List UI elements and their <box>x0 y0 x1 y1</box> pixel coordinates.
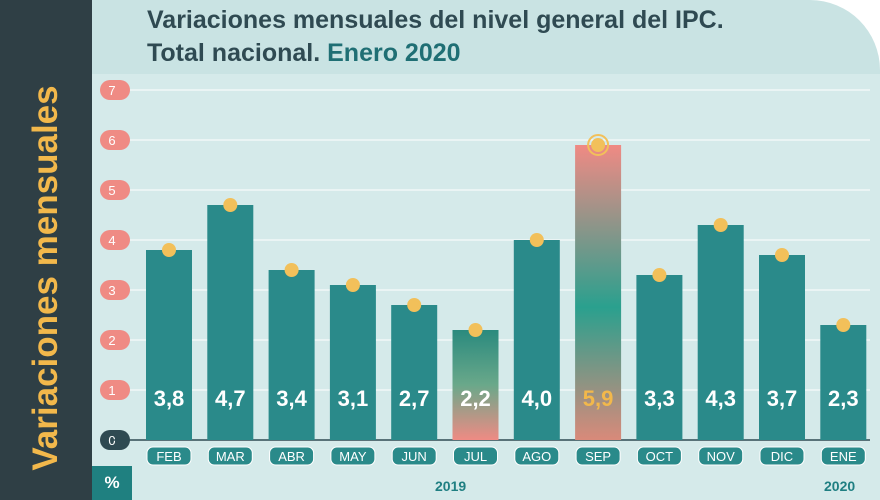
bar-mar <box>207 205 254 440</box>
marker-dot-may <box>345 278 360 292</box>
y-tick-badge-5 <box>100 180 130 200</box>
category-pill-sep <box>575 446 621 466</box>
category-pill-nov <box>698 446 744 466</box>
category-pill-mar <box>207 446 253 466</box>
marker-ring-sep <box>587 134 610 156</box>
value-label-sep: 5,9 <box>583 386 614 411</box>
category-label-sep: SEP <box>585 449 611 464</box>
value-label-nov: 4,3 <box>705 386 736 411</box>
marker-dot-ene <box>836 318 851 332</box>
category-pill-jun <box>391 446 437 466</box>
category-pill-may <box>330 446 376 466</box>
y-tick-label-7: 7 <box>108 83 115 98</box>
title-band <box>92 0 880 74</box>
y-tick-badge-2 <box>100 330 130 350</box>
bar-ago <box>513 240 560 440</box>
bar-sep <box>575 145 622 440</box>
category-label-abr: ABR <box>278 449 305 464</box>
marker-dot-jul <box>468 323 483 337</box>
y-tick-label-2: 2 <box>108 333 115 348</box>
category-pill-ene <box>820 446 866 466</box>
y-tick-label-5: 5 <box>108 183 115 198</box>
marker-dot-sep <box>591 138 606 152</box>
category-label-mar: MAR <box>216 449 245 464</box>
y-tick-label-3: 3 <box>108 283 115 298</box>
value-label-abr: 3,4 <box>276 386 307 411</box>
y-tick-badge-3 <box>100 280 130 300</box>
category-label-nov: NOV <box>707 449 736 464</box>
chart-title: Variaciones mensuales del nivel general … <box>147 4 724 70</box>
year-label-2019: 2019 <box>435 478 467 494</box>
title-line-1: Variaciones mensuales del nivel general … <box>147 6 724 34</box>
category-pill-oct <box>636 446 682 466</box>
marker-dot-ago <box>529 233 544 247</box>
value-label-dic: 3,7 <box>767 386 798 411</box>
category-pill-abr <box>269 446 315 466</box>
marker-dot-jun <box>407 298 422 312</box>
category-pill-jul <box>453 446 498 466</box>
bar-jul <box>452 330 499 440</box>
value-label-jun: 2,7 <box>399 386 430 411</box>
title-line-2-prefix: Total nacional. <box>147 39 321 67</box>
category-label-feb: FEB <box>156 449 181 464</box>
bar-nov <box>697 225 744 440</box>
category-label-dic: DIC <box>771 449 793 464</box>
category-pill-feb <box>146 446 192 466</box>
bar-ene <box>820 325 867 440</box>
bar-jun <box>391 305 438 440</box>
year-label-2020: 2020 <box>824 478 856 494</box>
value-label-oct: 3,3 <box>644 386 675 411</box>
category-label-may: MAY <box>339 449 367 464</box>
y-tick-badge-4 <box>100 230 130 250</box>
category-label-jun: JUN <box>402 449 427 464</box>
y-tick-badge-1 <box>100 380 130 400</box>
category-pill-ago <box>514 446 560 466</box>
bar-feb <box>146 250 192 440</box>
value-label-feb: 3,8 <box>154 386 185 411</box>
y-tick-badge-6 <box>100 130 130 150</box>
category-label-ene: ENE <box>830 449 857 464</box>
value-label-ago: 4,0 <box>522 386 553 411</box>
sidebar-panel: Variaciones mensuales <box>0 0 92 500</box>
value-label-jul: 2,2 <box>460 386 491 411</box>
category-pill-dic <box>759 446 805 466</box>
marker-dot-abr <box>284 263 299 277</box>
unit-label: % <box>92 466 132 500</box>
category-label-ago: AGO <box>522 449 551 464</box>
marker-dot-oct <box>652 268 667 282</box>
category-label-oct: OCT <box>646 449 674 464</box>
value-label-ene: 2,3 <box>828 386 859 411</box>
y-tick-label-4: 4 <box>108 233 115 248</box>
marker-dot-feb <box>162 243 176 257</box>
value-label-mar: 4,7 <box>215 386 246 411</box>
marker-dot-dic <box>775 248 789 262</box>
title-line-2: Total nacional. Enero 2020 <box>147 37 724 70</box>
bar-may <box>329 285 376 440</box>
value-label-may: 3,1 <box>338 386 369 411</box>
marker-dot-mar <box>223 198 238 212</box>
bar-dic <box>759 255 805 440</box>
category-label-jul: JUL <box>464 449 487 464</box>
title-line-2-date: Enero 2020 <box>327 39 461 67</box>
bar-oct <box>636 275 683 440</box>
y-tick-label-6: 6 <box>108 133 115 148</box>
marker-dot-nov <box>713 218 728 232</box>
y-tick-label-1: 1 <box>108 383 115 398</box>
bar-abr <box>268 270 315 440</box>
y-tick-badge-7 <box>100 80 130 100</box>
